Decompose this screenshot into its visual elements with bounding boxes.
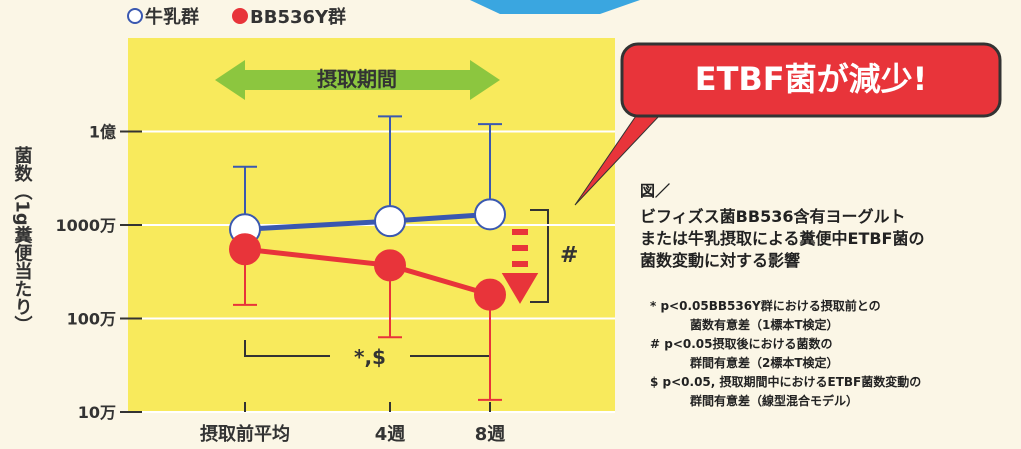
data-point [375, 206, 405, 236]
note-line: 群間有意差（線型混合モデル） [689, 393, 858, 408]
y-tick-label: 1億 [89, 123, 116, 142]
note-line: * p<0.05BB536Y群における摂取前との [650, 298, 881, 313]
caption-line: または牛乳摂取による糞便中ETBF菌の [640, 229, 925, 248]
data-point [375, 250, 405, 280]
data-point [475, 280, 505, 310]
y-tick-label: 10万 [78, 403, 116, 422]
x-tick-label: 4週 [375, 424, 406, 445]
y-tick-label: 100万 [67, 310, 116, 329]
between-label: # [560, 243, 578, 268]
note-line: 群間有意差（2標本T検定） [689, 355, 839, 370]
caption-line: ビフィズス菌BB536含有ヨーグルト [640, 207, 905, 226]
chart: 摂取期間 ETBF菌が減少! # *,$ 菌数（1g糞便当たり） 図／ 10万 1… [0, 0, 1021, 445]
note-line: 菌数有意差（1標本T検定） [690, 317, 839, 332]
y-axis-title: 菌数（1g糞便当たり） [12, 146, 34, 334]
within-label: *,$ [354, 345, 386, 369]
data-point [475, 199, 505, 229]
legend-label: 牛乳群 [145, 6, 199, 28]
caption-label: 図／ [640, 182, 670, 200]
data-point [230, 234, 260, 264]
legend-marker [233, 9, 247, 23]
caption-line: 菌数変動に対する影響 [640, 251, 800, 270]
period-label: 摂取期間 [317, 67, 397, 91]
callout-text: ETBF菌が減少! [695, 60, 928, 98]
note-line: # p<0.05摂取後における菌数の [650, 336, 833, 351]
x-tick-label: 8週 [475, 424, 506, 445]
legend-label: BB536Y群 [250, 6, 346, 28]
legend-marker [128, 9, 142, 23]
x-tick-label: 摂取前平均 [200, 423, 290, 445]
y-tick-label: 1000万 [55, 216, 116, 235]
note-line: $ p<0.05, 摂取期間中におけるETBF菌数変動の [650, 374, 921, 389]
top-banner [470, 0, 640, 14]
